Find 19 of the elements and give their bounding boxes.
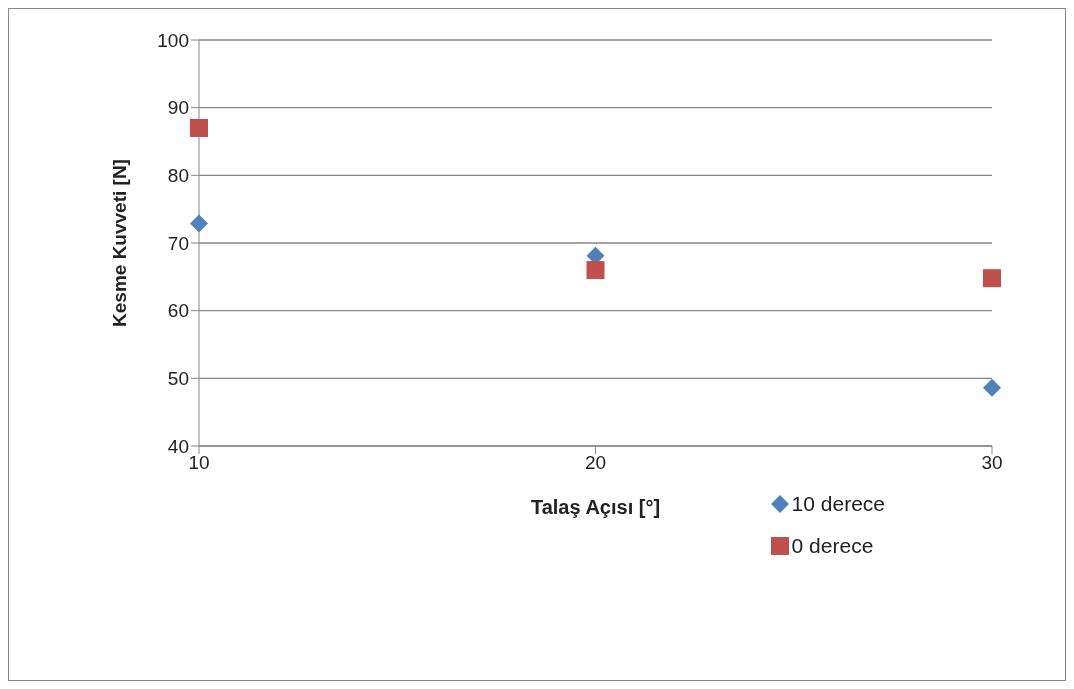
y-tick-label: 70 <box>167 232 189 254</box>
y-tick-label: 40 <box>167 435 189 457</box>
x-tick-label: 30 <box>981 452 1003 474</box>
legend-label: 0 derece <box>791 534 874 558</box>
y-tick-label: 80 <box>167 165 189 187</box>
point <box>983 378 1001 397</box>
y-tick-label: 60 <box>167 300 189 322</box>
point <box>190 214 208 233</box>
point <box>190 118 208 137</box>
x-axis-title: Talaş Açısı [°] <box>530 496 661 518</box>
x-tick-label: 20 <box>584 452 607 474</box>
y-tick-label: 100 <box>157 29 189 51</box>
legend-label: 10 derece <box>791 492 885 516</box>
point <box>586 261 605 280</box>
x-tick-label: 10 <box>188 452 210 474</box>
y-tick-label: 50 <box>167 368 189 390</box>
y-axis-title: Kesme Kuvveti [N] <box>108 159 130 327</box>
y-tick-label: 90 <box>167 97 189 119</box>
point <box>983 269 1001 288</box>
